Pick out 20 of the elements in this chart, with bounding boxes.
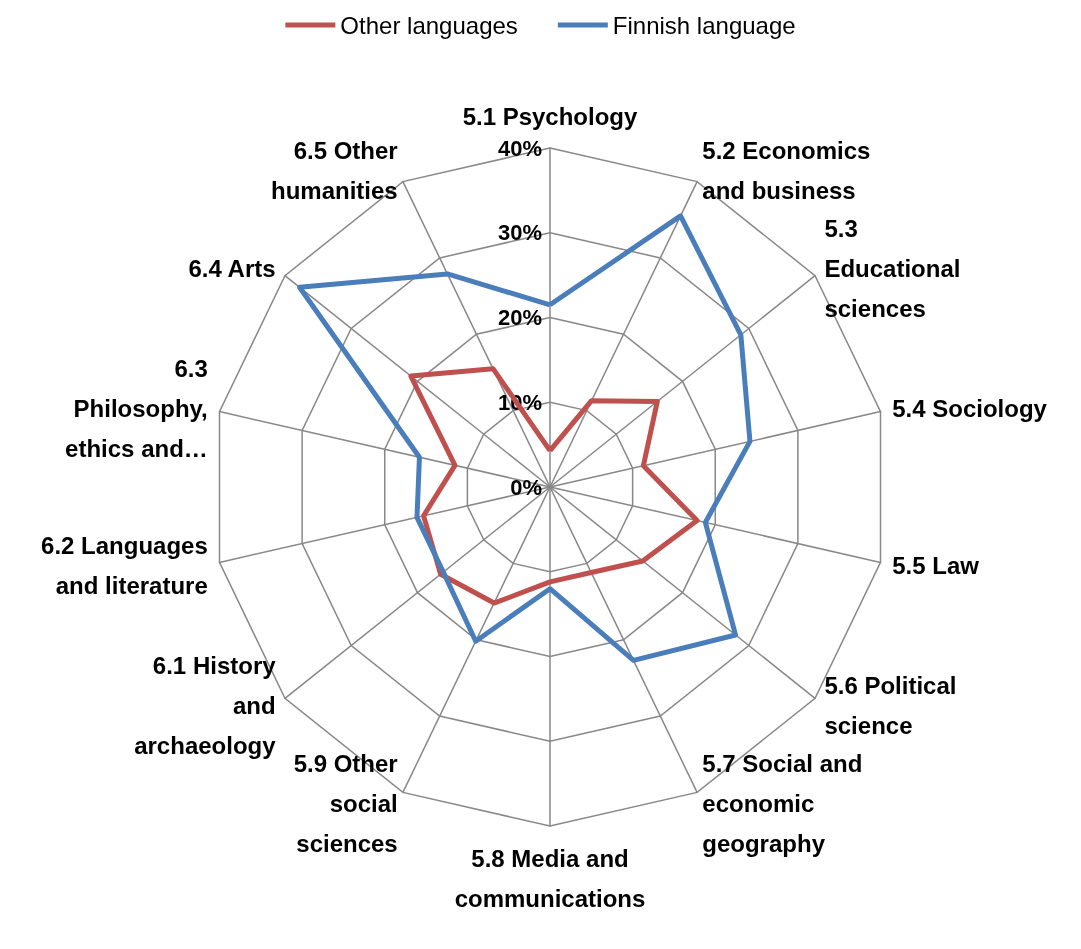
spoke-label: 6.3 Philosophy, ethics and…	[65, 355, 208, 463]
spoke-label: 5.8 Media and communications	[454, 844, 646, 912]
y-tick-label: 30%	[497, 220, 542, 246]
spoke-label: 5.1 Psychology	[462, 102, 639, 130]
spoke-label: 5.2 Economics and business	[702, 137, 871, 205]
spoke-label: 6.1 History and archaeology	[134, 652, 277, 760]
spoke-label: 5.9 Other social sciences	[293, 749, 398, 857]
spoke-label: 5.7 Social and economic geography	[702, 749, 863, 857]
spoke-label: 6.2 Languages and literature	[41, 531, 208, 599]
y-tick-label: 20%	[497, 305, 542, 330]
legend-label: Other languages	[340, 11, 518, 39]
spoke-label: 5.4 Sociology	[892, 395, 1048, 423]
y-tick-label: 0%	[510, 474, 542, 500]
y-tick-label: 40%	[497, 135, 542, 161]
spoke-label: 5.3 Educational sciences	[824, 214, 961, 322]
spoke-label: 5.6 Political science	[824, 672, 957, 740]
legend-label: Finnish language	[612, 11, 796, 39]
spoke-label: 6.4 Arts	[188, 254, 276, 282]
spoke-label: 6.5 Other humanities	[271, 137, 398, 205]
spoke-label: 5.5 Law	[892, 551, 980, 579]
